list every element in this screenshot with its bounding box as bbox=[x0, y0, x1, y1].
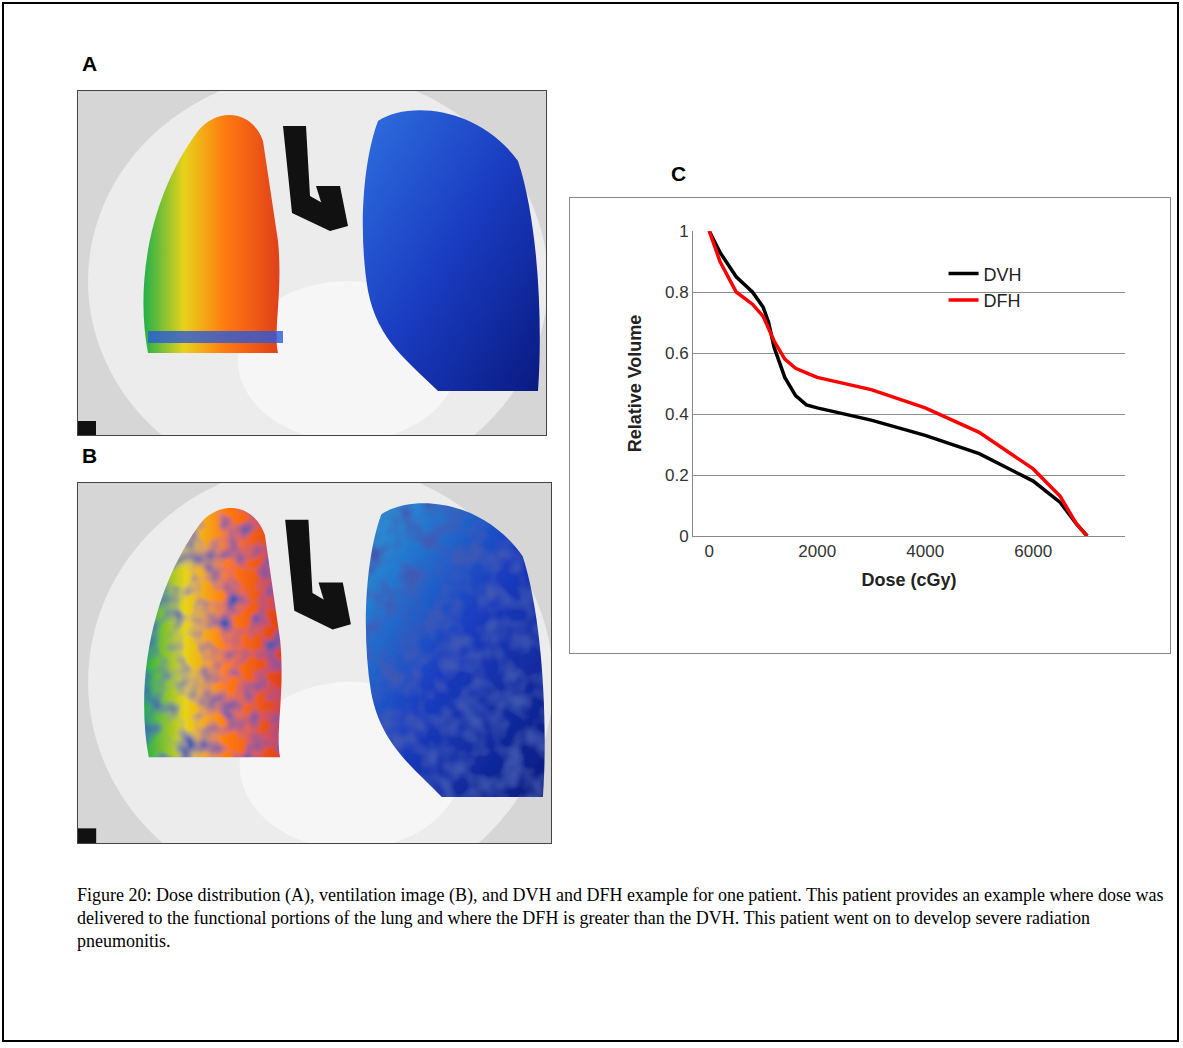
svg-text:0.6: 0.6 bbox=[665, 344, 689, 363]
svg-text:1: 1 bbox=[679, 222, 688, 241]
svg-text:Relative Volume: Relative Volume bbox=[625, 315, 645, 453]
svg-text:0.2: 0.2 bbox=[665, 466, 689, 485]
html-text:Figure 20: Dose distribution (: Figure 20: Dose distribution (A), ventil… bbox=[77, 885, 1164, 951]
svg-text:0.8: 0.8 bbox=[665, 283, 689, 302]
html-text:A: A bbox=[82, 52, 98, 75]
svg-text:Dose (cGy): Dose (cGy) bbox=[861, 570, 956, 590]
svg-text:6000: 6000 bbox=[1014, 542, 1052, 561]
svg-text:DVH: DVH bbox=[984, 265, 1022, 285]
svg-text:0.4: 0.4 bbox=[665, 405, 689, 424]
svg-text:0: 0 bbox=[679, 527, 688, 546]
html-text:B: B bbox=[82, 444, 98, 467]
html-text:C: C bbox=[671, 162, 687, 185]
svg-text:DFH: DFH bbox=[984, 291, 1021, 311]
svg-text:2000: 2000 bbox=[798, 542, 836, 561]
svg-text:4000: 4000 bbox=[906, 542, 944, 561]
svg-text:0: 0 bbox=[704, 542, 713, 561]
